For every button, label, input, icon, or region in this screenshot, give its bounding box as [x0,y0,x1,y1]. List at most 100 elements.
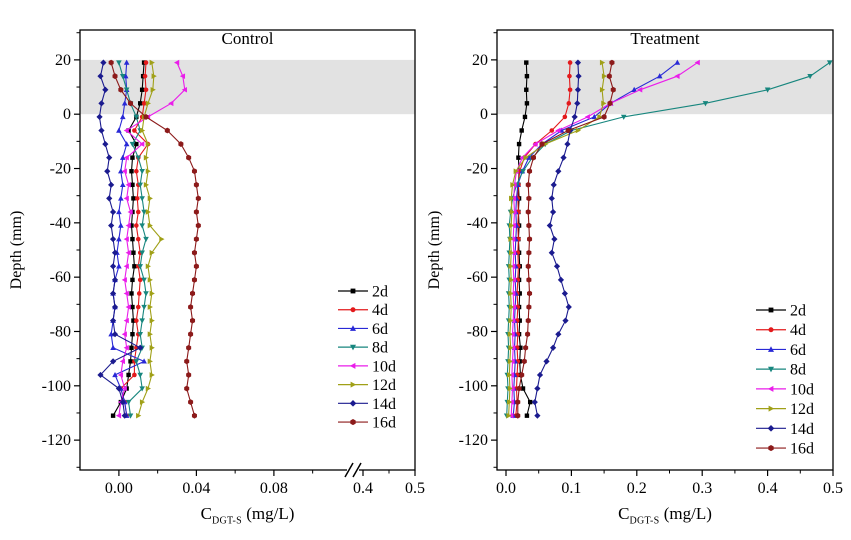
data-point-marker [584,114,590,120]
data-point-marker [143,60,149,65]
data-point-marker [150,86,156,93]
y-tick-label: -100 [459,378,488,395]
data-point-marker [179,73,186,79]
data-point-marker [104,168,111,175]
data-point-marker [606,73,612,80]
data-point-marker [145,168,151,175]
data-point-marker [527,236,533,243]
legend-item-16d: 16d [338,415,396,432]
axis-break-gap [347,465,359,475]
data-point-marker [139,223,145,229]
series-8d [116,60,149,419]
data-point-marker [132,128,137,133]
data-point-marker [110,413,116,418]
data-point-marker [119,73,126,80]
data-point-marker [524,73,530,79]
data-point-marker [546,222,553,229]
legend-item-2d: 2d [338,284,388,301]
data-point-marker [601,73,608,79]
data-point-marker [141,209,147,215]
data-point-marker [126,372,131,378]
data-point-marker [111,276,119,283]
data-point-marker [601,114,607,120]
data-point-marker [131,318,136,323]
data-point-marker [184,385,190,392]
data-point-marker [125,249,131,256]
data-point-marker [116,263,122,269]
data-point-marker [143,154,150,161]
data-point-marker [137,277,143,283]
data-point-marker [807,73,813,80]
data-point-marker [516,385,522,392]
data-point-marker [121,385,127,392]
data-point-marker [193,209,199,215]
legend-label: 14d [372,396,396,413]
data-point-marker [509,195,515,202]
data-point-marker [190,290,196,297]
data-point-marker [191,412,197,419]
data-point-marker [190,317,196,324]
data-point-marker [523,344,529,351]
data-point-marker [517,318,522,323]
data-point-marker [108,181,115,188]
data-point-marker [129,223,134,228]
data-point-marker [178,141,184,147]
x-tick-label: 0.4 [758,480,778,497]
data-point-marker [133,114,140,120]
data-point-marker [607,100,613,107]
data-point-marker [128,100,134,107]
data-point-marker [532,141,538,147]
data-point-marker [123,344,129,351]
data-point-marker [119,358,125,365]
y-tick-label: -80 [50,323,71,340]
data-point-marker [109,208,117,216]
series-6d [108,59,147,418]
data-point-marker [513,168,519,175]
data-point-marker [121,277,127,283]
data-point-marker [147,195,153,202]
data-point-marker [509,222,515,229]
y-tick-label: -20 [467,161,488,178]
data-point-marker [131,250,136,255]
legend-label: 10d [790,381,814,398]
legend-marker-icon [767,385,774,392]
data-point-marker [116,60,122,66]
data-point-marker [147,331,153,337]
y-tick-label: -80 [467,323,488,340]
y-tick-label: -60 [467,269,488,286]
data-point-marker [145,100,151,107]
data-point-marker [561,290,568,297]
data-point-marker [111,303,119,311]
y-tick-label: -40 [50,215,71,232]
data-point-marker [139,318,145,324]
data-point-marker [191,249,197,256]
data-point-marker [564,140,571,148]
data-point-marker [147,304,153,310]
legend-item-10d: 10d [338,358,396,375]
data-point-marker [508,236,514,242]
data-point-marker [108,59,114,66]
data-point-marker [130,182,135,188]
data-point-marker [119,154,126,160]
data-point-marker [193,181,199,188]
data-point-marker [764,87,771,93]
data-point-marker [186,154,192,161]
data-point-marker [508,290,514,297]
legend-marker-icon [350,381,357,388]
data-point-marker [135,236,141,242]
data-point-marker [149,317,155,324]
legend-item-6d: 6d [338,321,388,338]
x-tick-label: 0.3 [692,480,712,497]
data-point-marker [116,127,122,133]
data-point-marker [549,208,557,216]
data-point-marker [112,73,118,80]
legend-marker-icon [350,288,356,294]
data-point-marker [526,195,532,202]
data-point-marker [531,398,538,406]
data-point-marker [566,101,572,106]
data-point-marker [826,60,833,66]
data-point-marker [562,114,568,120]
data-point-marker [136,291,142,296]
data-point-marker [110,344,116,350]
data-point-marker [137,372,144,378]
